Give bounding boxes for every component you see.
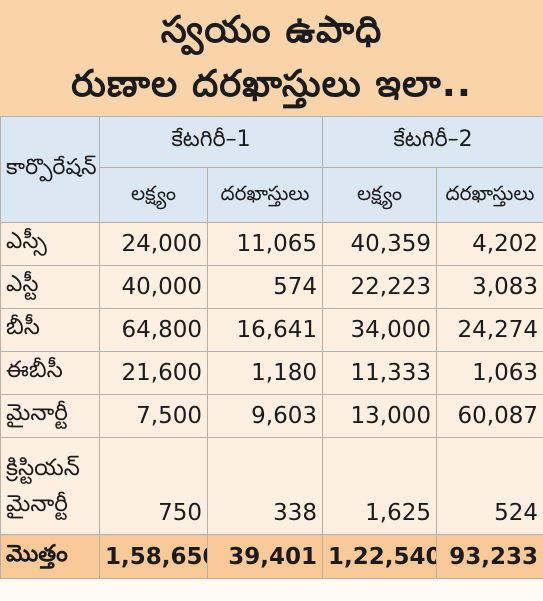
corporation-name: ఈబీసీ [0,351,100,395]
headline-box: స్వయం ఉపాధి రుణాల దరఖాస్తులు ఇలా.. [0,0,543,116]
c2-applications-cell: 3,083 [436,265,543,309]
corporation-name: క్రిస్టియన్ మైనార్టీ [0,437,100,535]
total-row: మొత్తం 1,58,650 39,401 1,22,540 93,233 [0,534,543,579]
c1-target-cell: 40,000 [99,265,208,309]
headline-line-2: రుణాల దరఖాస్తులు ఇలా.. [71,62,472,105]
corporation-name: ఎస్సీ [0,222,100,266]
c1-applications-cell: 574 [207,265,323,309]
c2-target-cell: 11,333 [322,351,437,395]
c1-target-header: లక్ష్యం [99,167,208,223]
c2-applications-cell: 24,274 [436,308,543,352]
c1-applications-cell: 16,641 [207,308,323,352]
total-c1-applications: 39,401 [207,534,323,579]
total-c1-target: 1,58,650 [99,534,208,579]
c2-target-cell: 40,359 [322,222,437,266]
table-row: మైనార్టీ 7,500 9,603 13,000 60,087 [0,394,543,438]
table-row: ఎస్టీ 40,000 574 22,223 3,083 [0,265,543,309]
c1-target-cell: 750 [99,437,208,535]
c2-applications-cell: 4,202 [436,222,543,266]
total-c2-applications: 93,233 [436,534,543,579]
table-row: బీసీ 64,800 16,641 34,000 24,274 [0,308,543,352]
c1-applications-cell: 338 [207,437,323,535]
total-label: మొత్తం [0,534,100,579]
c2-target-cell: 1,625 [322,437,437,535]
c1-applications-cell: 9,603 [207,394,323,438]
total-c2-target: 1,22,540 [322,534,437,579]
corporation-name: మైనార్టీ [0,394,100,438]
c2-applications-cell: 524 [436,437,543,535]
c1-applications-cell: 1,180 [207,351,323,395]
table-row: క్రిస్టియన్ మైనార్టీ 750 338 1,625 524 [0,437,543,535]
table-row: ఎస్సీ 24,000 11,065 40,359 4,202 [0,222,543,266]
c2-applications-cell: 60,087 [436,394,543,438]
header-row-categories: కార్పొరేషన్ కేటగిరీ–1 కేటగిరీ–2 [0,116,543,223]
c2-applications-header: దరఖాస్తులు [436,167,543,223]
c2-applications-cell: 1,063 [436,351,543,395]
c1-applications-cell: 11,065 [207,222,323,266]
c1-target-cell: 24,000 [99,222,208,266]
headline-line-1: స్వయం ఉపాధి [160,8,383,51]
corporation-name: ఎస్టీ [0,265,100,309]
c2-target-cell: 13,000 [322,394,437,438]
loan-applications-table: కార్పొరేషన్ కేటగిరీ–1 కేటగిరీ–2 లక్ష్యం … [0,116,543,579]
c2-target-cell: 34,000 [322,308,437,352]
table-row: ఈబీసీ 21,600 1,180 11,333 1,063 [0,351,543,395]
corporation-column-header: కార్పొరేషన్ [0,116,100,223]
c1-applications-header: దరఖాస్తులు [207,167,323,223]
category-2-header: కేటగిరీ–2 [322,116,543,168]
header-row-subcolumns: లక్ష్యం దరఖాస్తులు లక్ష్యం దరఖాస్తులు [1,167,543,223]
corporation-name: బీసీ [0,308,100,352]
category-1-header: కేటగిరీ–1 [99,116,323,168]
c2-target-cell: 22,223 [322,265,437,309]
c2-target-header: లక్ష్యం [322,167,437,223]
c1-target-cell: 7,500 [99,394,208,438]
c1-target-cell: 21,600 [99,351,208,395]
c1-target-cell: 64,800 [99,308,208,352]
